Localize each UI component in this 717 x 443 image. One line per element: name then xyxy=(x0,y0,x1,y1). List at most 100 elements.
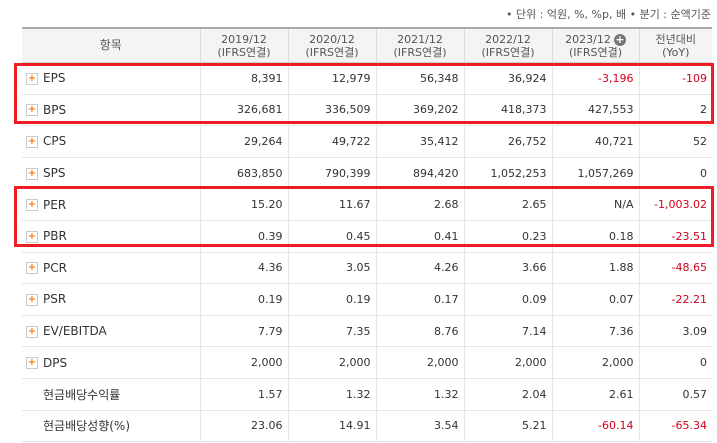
row-label[interactable]: PBR xyxy=(43,229,67,244)
value-cell: 336,509 xyxy=(287,94,376,127)
row-label-cell: + CPS xyxy=(22,125,200,158)
expand-icon[interactable]: + xyxy=(26,135,38,148)
header-yoy-sub: (YoY) xyxy=(662,45,690,59)
row-label-cell: + EV/EBITDA xyxy=(22,315,200,348)
row-label[interactable]: DPS xyxy=(43,355,68,370)
value-cell: 14.91 xyxy=(287,410,376,443)
yoy-cell: 0 xyxy=(638,157,712,190)
header-yoy: 전년대비 (YoY) xyxy=(638,27,712,63)
value-cell: 7.35 xyxy=(287,315,376,348)
value-cell: 8,391 xyxy=(199,62,288,95)
add-column-icon[interactable]: + xyxy=(613,32,626,46)
value-cell: 2.04 xyxy=(463,378,552,411)
table-row: + BPS 326,681 336,509 369,202 418,373 427,553 2 xyxy=(22,94,712,127)
table-row: 현금배당성향(%) 23.06 14.91 3.54 5.21 -60.14 -65.34 xyxy=(22,410,712,443)
value-cell: N/A xyxy=(551,188,639,221)
header-year: 2020/12 xyxy=(309,32,355,46)
value-cell: 23.06 xyxy=(199,410,288,443)
value-cell: 0.19 xyxy=(199,283,288,316)
row-label[interactable]: PER xyxy=(43,197,67,212)
table-row: + DPS 2,000 2,000 2,000 2,000 2,000 0 xyxy=(22,346,712,379)
row-label[interactable]: CPS xyxy=(43,134,67,149)
row-label[interactable]: EPS xyxy=(43,71,66,86)
value-cell: 0.41 xyxy=(375,220,464,253)
table-row: + PCR 4.36 3.05 4.26 3.66 1.88 -48.65 xyxy=(22,252,712,285)
header-year: 2023/12 xyxy=(565,32,611,46)
value-cell: 0.09 xyxy=(463,283,552,316)
header-year: 2022/12 xyxy=(485,32,531,46)
expand-icon[interactable]: + xyxy=(26,357,38,370)
value-cell: 0.23 xyxy=(463,220,552,253)
expand-icon[interactable]: + xyxy=(26,325,38,338)
row-label[interactable]: PSR xyxy=(43,292,67,307)
table-row: 현금배당수익률 1.57 1.32 1.32 2.04 2.61 0.57 xyxy=(22,378,712,411)
value-cell: 29,264 xyxy=(199,125,288,158)
value-cell: 1.32 xyxy=(375,378,464,411)
header-year: 2019/12 xyxy=(221,32,267,46)
value-cell: 0.19 xyxy=(287,283,376,316)
value-cell: 1.88 xyxy=(551,252,639,285)
header-basis: (IFRS연결) xyxy=(217,45,271,59)
header-col-3: 2021/12 (IFRS연결) xyxy=(375,27,464,63)
table-row: + EPS 8,391 12,979 56,348 36,924 -3,196 -109 xyxy=(22,62,712,95)
table-row: + EV/EBITDA 7.79 7.35 8.76 7.14 7.36 3.09 xyxy=(22,315,712,348)
header-basis: (IFRS연결) xyxy=(568,45,623,59)
value-cell: 7.79 xyxy=(199,315,288,348)
value-cell: 4.26 xyxy=(375,252,464,285)
expand-icon[interactable]: + xyxy=(26,72,38,85)
expand-icon[interactable]: + xyxy=(26,262,38,275)
row-label-cell: + BPS xyxy=(22,94,200,127)
row-label: 현금배당수익률 xyxy=(43,387,121,402)
expand-icon[interactable]: + xyxy=(26,230,38,243)
yoy-cell: -65.34 xyxy=(638,410,712,443)
table-row: + CPS 29,264 49,722 35,412 26,752 40,721 52 xyxy=(22,125,712,158)
value-cell: 2.65 xyxy=(463,188,552,221)
row-label-cell: 현금배당성향(%) xyxy=(22,410,200,443)
row-label[interactable]: BPS xyxy=(43,102,67,117)
value-cell: 2,000 xyxy=(199,346,288,379)
value-cell: 3.05 xyxy=(287,252,376,285)
yoy-cell: 2 xyxy=(638,94,712,127)
expand-icon[interactable]: + xyxy=(26,104,38,117)
yoy-cell: -1,003.02 xyxy=(638,188,712,221)
value-cell: 5.21 xyxy=(463,410,552,443)
expand-icon[interactable]: + xyxy=(26,199,38,212)
value-cell: -60.14 xyxy=(551,410,639,443)
row-label-cell: + SPS xyxy=(22,157,200,190)
value-cell: 49,722 xyxy=(287,125,376,158)
row-label-cell: + PCR xyxy=(22,252,200,285)
row-label[interactable]: PCR xyxy=(43,260,67,275)
header-basis: (IFRS연결) xyxy=(393,45,447,59)
row-label[interactable]: EV/EBITDA xyxy=(43,324,107,339)
yoy-cell: -23.51 xyxy=(638,220,712,253)
table-row: + PER 15.20 11.67 2.68 2.65 N/A -1,003.02 xyxy=(22,188,712,221)
row-label[interactable]: SPS xyxy=(43,166,66,181)
value-cell: 1.32 xyxy=(287,378,376,411)
value-cell: 4.36 xyxy=(199,252,288,285)
expand-icon[interactable]: + xyxy=(26,167,38,180)
value-cell: 2,000 xyxy=(375,346,464,379)
yoy-cell: -22.21 xyxy=(638,283,712,316)
value-cell: 894,420 xyxy=(375,157,464,190)
value-cell: 3.54 xyxy=(375,410,464,443)
row-label-cell: + PSR xyxy=(22,283,200,316)
row-label-cell: + DPS xyxy=(22,346,200,379)
row-label-cell: + PBR xyxy=(22,220,200,253)
yoy-cell: 0.57 xyxy=(638,378,712,411)
header-col-5: 2023/12 + (IFRS연결) xyxy=(551,27,639,63)
header-col-1: 2019/12 (IFRS연결) xyxy=(199,27,288,63)
expand-icon[interactable]: + xyxy=(26,293,38,306)
header-basis: (IFRS연결) xyxy=(305,45,359,59)
header-yoy-label: 전년대비 xyxy=(655,32,696,46)
value-cell: 15.20 xyxy=(199,188,288,221)
value-cell: 326,681 xyxy=(199,94,288,127)
header-col-4: 2022/12 (IFRS연결) xyxy=(463,27,552,63)
value-cell: 7.36 xyxy=(551,315,639,348)
row-label-cell: + PER xyxy=(22,188,200,221)
row-label-cell: + EPS xyxy=(22,62,200,95)
value-cell: -3,196 xyxy=(551,62,639,95)
value-cell: 11.67 xyxy=(287,188,376,221)
value-cell: 0.18 xyxy=(551,220,639,253)
value-cell: 2.61 xyxy=(551,378,639,411)
value-cell: 683,850 xyxy=(199,157,288,190)
